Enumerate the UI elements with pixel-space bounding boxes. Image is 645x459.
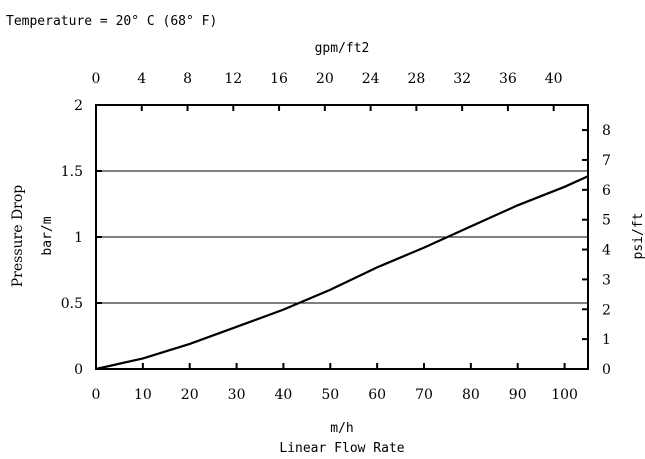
x-tick-label-7: 70 (415, 387, 433, 403)
y-right-axis-ticks: 0 1 2 3 4 5 6 7 8 (582, 123, 611, 378)
y-left-axis-label: Pressure Drop (10, 185, 26, 288)
x-tick-label-10: 100 (551, 387, 578, 403)
x-top-axis-ticks: 0 4 8 12 16 20 24 28 32 36 40 (92, 71, 563, 111)
y-left-tick-label-1: 0.5 (61, 296, 83, 312)
x-top-tick-label-6: 24 (362, 71, 380, 87)
x-top-tick-label-4: 16 (270, 71, 288, 87)
x-top-axis-label: gpm/ft2 (315, 41, 370, 56)
y-left-axis-unit: bar/m (40, 216, 55, 255)
x-tick-label-9: 90 (509, 387, 527, 403)
x-tick-label-1: 10 (134, 387, 152, 403)
x-top-tick-label-3: 12 (224, 71, 242, 87)
x-tick-label-3: 30 (228, 387, 246, 403)
y-left-tick-label-2: 1 (74, 230, 83, 246)
y-right-tick-label-3: 3 (602, 272, 611, 288)
x-top-tick-label-10: 40 (545, 71, 563, 87)
y-right-axis-label: psi/ft (631, 213, 645, 260)
x-top-tick-label-1: 4 (137, 71, 146, 87)
y-right-tick-label-1: 1 (602, 332, 611, 348)
y-left-tick-label-3: 1.5 (61, 164, 83, 180)
x-tick-label-2: 20 (181, 387, 199, 403)
x-tick-label-6: 60 (368, 387, 386, 403)
x-axis-ticks: 0 10 20 30 40 50 60 70 80 90 100 (92, 363, 578, 403)
y-right-tick-label-0: 0 (602, 362, 611, 378)
x-axis-unit: m/h (330, 421, 353, 436)
x-axis-label: Linear Flow Rate (279, 441, 404, 456)
y-right-tick-label-4: 4 (602, 243, 611, 259)
chart-title: Temperature = 20° C (68° F) (6, 14, 217, 29)
y-left-tick-label-0: 0 (74, 362, 83, 378)
x-top-tick-label-0: 0 (92, 71, 101, 87)
x-top-tick-label-8: 32 (453, 71, 471, 87)
y-left-tick-label-4: 2 (74, 98, 83, 114)
gridlines (96, 170, 588, 304)
x-top-tick-label-9: 36 (499, 71, 517, 87)
y-right-tick-label-8: 8 (602, 123, 611, 139)
y-right-tick-label-5: 5 (602, 213, 611, 229)
y-right-tick-label-7: 7 (602, 153, 611, 169)
x-top-tick-label-7: 28 (407, 71, 425, 87)
series-line (95, 175, 589, 371)
y-right-tick-label-2: 2 (602, 302, 611, 318)
x-top-tick-label-5: 20 (316, 71, 334, 87)
x-tick-label-5: 50 (321, 387, 339, 403)
y-left-axis-ticks: 0 0.5 1 1.5 2 (61, 98, 102, 378)
y-right-tick-label-6: 6 (602, 183, 611, 199)
x-tick-label-0: 0 (92, 387, 101, 403)
x-tick-label-4: 40 (275, 387, 293, 403)
x-top-tick-label-2: 8 (183, 71, 192, 87)
x-tick-label-8: 80 (462, 387, 480, 403)
